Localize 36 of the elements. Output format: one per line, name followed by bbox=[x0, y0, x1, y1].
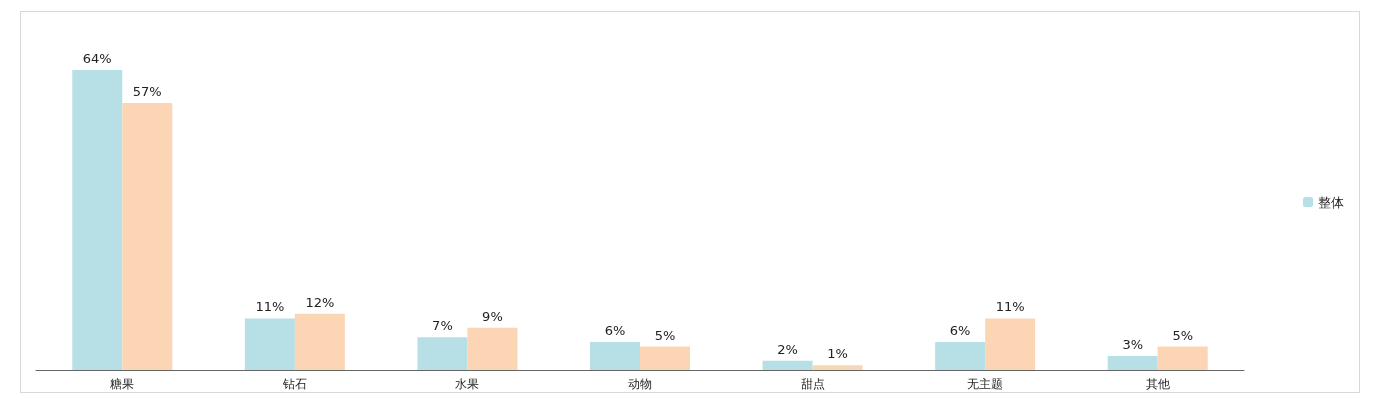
bar bbox=[1107, 355, 1158, 370]
bar bbox=[467, 327, 518, 370]
bar bbox=[640, 346, 690, 370]
data-label: 11% bbox=[995, 299, 1025, 315]
bar bbox=[762, 360, 813, 370]
data-label: 2% bbox=[777, 341, 798, 357]
bar bbox=[72, 70, 123, 370]
bar bbox=[1157, 346, 1208, 370]
x-tick-label: 动物 bbox=[628, 377, 652, 391]
data-label: 3% bbox=[1122, 336, 1144, 352]
x-tick-label: 糖果 bbox=[110, 377, 135, 391]
data-label: 9% bbox=[482, 308, 503, 324]
data-label: 6% bbox=[949, 322, 971, 338]
x-tick-label: 水果 bbox=[455, 377, 480, 391]
x-tick-label: 其他 bbox=[1145, 377, 1170, 391]
data-label: 7% bbox=[432, 318, 453, 334]
bar bbox=[590, 341, 640, 370]
bar bbox=[935, 341, 986, 370]
data-label: 12% bbox=[305, 294, 335, 310]
data-label: 5% bbox=[1172, 327, 1194, 343]
x-tick-label: 无主题 bbox=[967, 377, 1004, 391]
x-tick-label: 钻石 bbox=[281, 377, 307, 391]
bar bbox=[417, 337, 468, 370]
data-label: 1% bbox=[827, 346, 848, 362]
bar bbox=[294, 313, 345, 370]
x-tick-label: 甜点 bbox=[800, 377, 825, 391]
bar bbox=[812, 365, 863, 370]
bar bbox=[122, 102, 173, 370]
data-label: 64% bbox=[82, 51, 112, 67]
data-label: 57% bbox=[132, 83, 162, 99]
data-label: 11% bbox=[255, 299, 285, 315]
data-label: 6% bbox=[604, 322, 626, 338]
legend-label: 整体 bbox=[1318, 194, 1344, 210]
bar bbox=[244, 318, 295, 370]
data-label: 5% bbox=[654, 327, 676, 343]
bar bbox=[985, 318, 1036, 370]
